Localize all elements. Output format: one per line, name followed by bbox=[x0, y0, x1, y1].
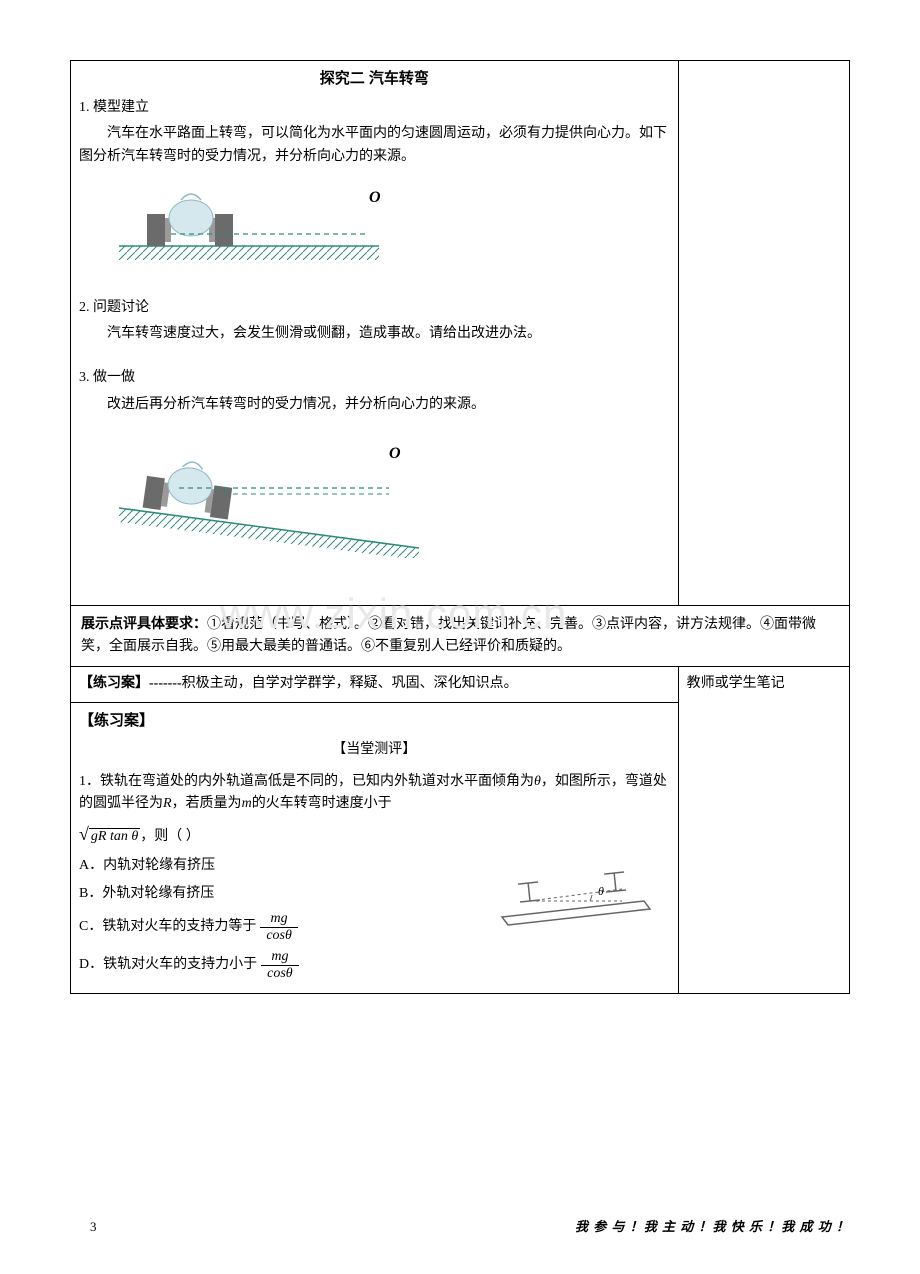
page-container: 探究二 汽车转弯 1. 模型建立 汽车在水平路面上转弯，可以简化为水平面内的匀速… bbox=[0, 0, 920, 1034]
s2-p1-body: 汽车在水平路面上转弯，可以简化为水平面内的匀速圆周运动，必须有力提供向心力。如下… bbox=[79, 123, 670, 168]
s2-p2-body: 汽车转弯速度过大，会发生侧滑或侧翻，造成事故。请给出改进办法。 bbox=[79, 323, 670, 345]
section2-note-cell bbox=[678, 61, 849, 606]
notes-label: 教师或学生笔记 bbox=[687, 676, 785, 691]
option-b: B．外轨对轮缘有挤压 bbox=[79, 883, 486, 905]
footer-slogan: 我 参 与 ！我 主 动 ！我 快 乐 ！我 成 功 ！ bbox=[575, 1217, 850, 1238]
option-a: A．内轨对轮缘有挤压 bbox=[79, 855, 486, 877]
worksheet-table: 探究二 汽车转弯 1. 模型建立 汽车在水平路面上转弯，可以简化为水平面内的匀速… bbox=[70, 60, 850, 994]
practice-subheader: 【当堂测评】 bbox=[79, 739, 670, 761]
page-footer: 3 我 参 与 ！我 主 动 ！我 快 乐 ！我 成 功 ！ bbox=[90, 1217, 850, 1238]
s2-p2-label: 2. 问题讨论 bbox=[79, 297, 670, 319]
page-number: 3 bbox=[90, 1217, 97, 1238]
q1-condition: √gR tan θ，则（ ） bbox=[79, 820, 670, 849]
practice-body-cell: 【练习案】 【当堂测评】 1．铁轨在弯道处的内外轨道高低是不同的，已知内外轨道对… bbox=[71, 702, 679, 993]
option-c: C．铁轨对火车的支持力等于 mg cosθ bbox=[79, 911, 486, 943]
figure-flat-road: O bbox=[119, 180, 670, 278]
practice-note-cell: 教师或学生笔记 bbox=[678, 667, 849, 994]
svg-text:θ: θ bbox=[598, 884, 604, 898]
practice-header: 【练习案】-------积极主动，自学对学群学，释疑、巩固、深化知识点。 bbox=[79, 676, 518, 691]
option-d: D．铁轨对火车的支持力小于 mg cosθ bbox=[79, 949, 670, 981]
review-label: 展示点评具体要求： bbox=[81, 617, 207, 632]
svg-text:O: O bbox=[389, 445, 401, 462]
practice-bold-label: 【练习案】 bbox=[79, 709, 670, 733]
svg-text:O: O bbox=[369, 189, 381, 206]
practice-header-cell: 【练习案】-------积极主动，自学对学群学，释疑、巩固、深化知识点。 bbox=[71, 667, 679, 702]
figure-inclined-road: O bbox=[119, 428, 670, 566]
section2-cell: 探究二 汽车转弯 1. 模型建立 汽车在水平路面上转弯，可以简化为水平面内的匀速… bbox=[71, 61, 679, 606]
s2-p3-label: 3. 做一做 bbox=[79, 367, 670, 389]
question-1: 1．铁轨在弯道处的内外轨道高低是不同的，已知内外轨道对水平面倾角为θ，如图所示，… bbox=[79, 771, 670, 981]
fraction-c: mg cosθ bbox=[260, 911, 298, 943]
s2-p1-label: 1. 模型建立 bbox=[79, 97, 670, 119]
figure-rail: θ bbox=[494, 857, 664, 945]
s2-p3-body: 改进后再分析汽车转弯时的受力情况，并分析向心力的来源。 bbox=[79, 394, 670, 416]
review-cell: 展示点评具体要求：①看规范（书写、格式）。②看对错，找出关键词补充、完善。③点评… bbox=[71, 605, 850, 667]
fraction-d: mg cosθ bbox=[261, 949, 299, 981]
sqrt-expression: √gR tan θ bbox=[79, 820, 140, 849]
section2-title: 探究二 汽车转弯 bbox=[79, 67, 670, 91]
q1-stem: 1．铁轨在弯道处的内外轨道高低是不同的，已知内外轨道对水平面倾角为θ，如图所示，… bbox=[79, 771, 670, 816]
